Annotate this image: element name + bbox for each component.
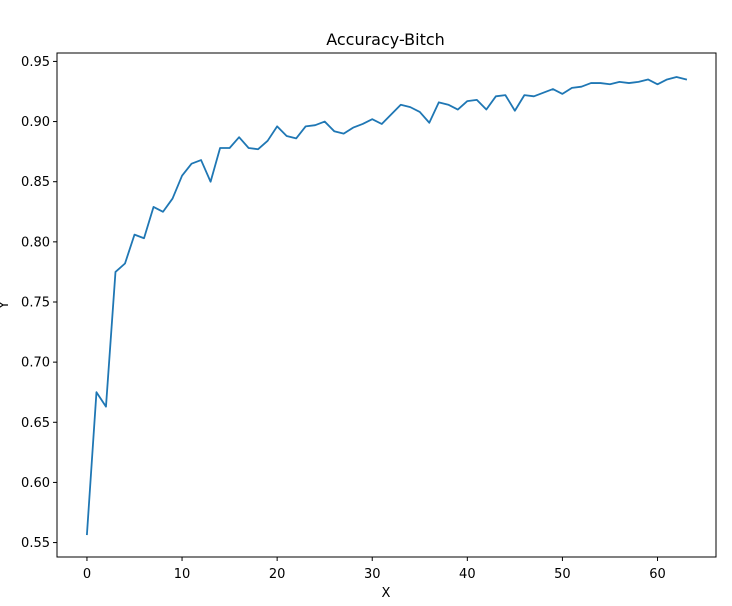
x-tick-label: 20 [269, 567, 286, 582]
y-tick-label: 0.85 [21, 175, 50, 190]
chart-title: Accuracy-Bitch [326, 30, 445, 49]
y-axis-label: Y [0, 301, 12, 310]
y-tick-label: 0.90 [21, 115, 50, 130]
x-tick-label: 0 [83, 567, 91, 582]
x-tick-label: 50 [554, 567, 571, 582]
x-tick-label: 60 [649, 567, 666, 582]
y-tick-label: 0.95 [21, 55, 50, 70]
y-tick-label: 0.60 [21, 476, 50, 491]
x-tick-label: 40 [459, 567, 476, 582]
y-tick-label: 0.65 [21, 416, 50, 431]
y-tick-label: 0.70 [21, 356, 50, 371]
x-tick-label: 30 [364, 567, 381, 582]
x-tick-label: 10 [174, 567, 191, 582]
x-axis: 0 10 20 30 40 50 60 [83, 557, 666, 582]
y-axis: 0.55 0.60 0.65 0.70 0.75 0.80 0.85 0.90 0.95 [21, 55, 57, 551]
y-tick-label: 0.55 [21, 536, 50, 551]
y-tick-label: 0.75 [21, 295, 50, 310]
plot-area [56, 52, 717, 558]
x-axis-label: X [382, 586, 391, 601]
plot-frame [56, 52, 717, 558]
series-line-0 [85, 76, 688, 536]
y-tick-label: 0.80 [21, 235, 50, 250]
